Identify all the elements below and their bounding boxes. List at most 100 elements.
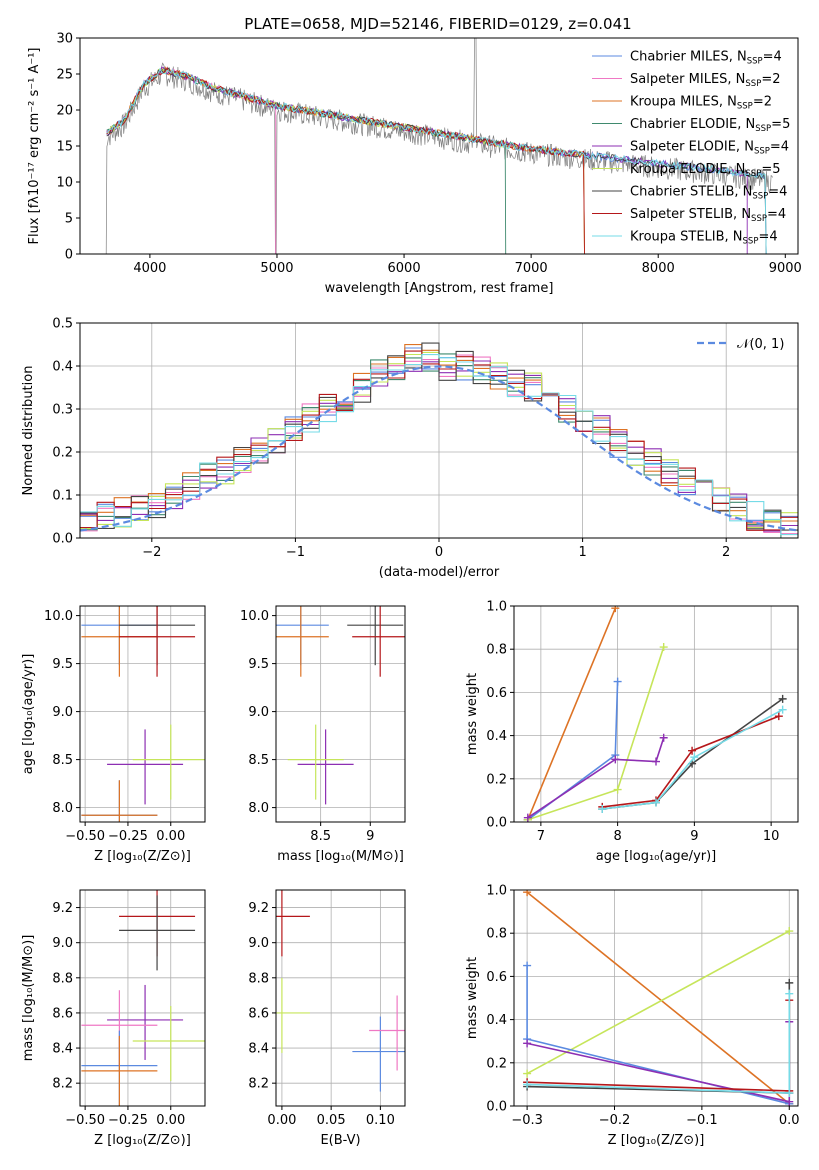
x-axis-label: mass [log₁₀(M/M⊙)] bbox=[277, 849, 404, 864]
series-line-5 bbox=[602, 715, 780, 808]
series-marker bbox=[611, 755, 620, 764]
plot-area bbox=[81, 890, 205, 1106]
histogram-8 bbox=[80, 354, 798, 536]
x-tick-label: 0.05 bbox=[317, 1113, 346, 1128]
x-tick-label: −0.1 bbox=[686, 1113, 718, 1128]
y-tick-label: 8.8 bbox=[52, 971, 73, 986]
x-axis-label: wavelength [Angstrom, rest frame] bbox=[325, 281, 554, 296]
series-marker bbox=[613, 785, 622, 794]
y-tick-label: 8.5 bbox=[52, 753, 73, 768]
x-tick-label: −0.50 bbox=[65, 1113, 105, 1128]
y-tick-label: 9.5 bbox=[52, 657, 73, 672]
panel-age_vs_mass: 8.5 9 8.0 8.5 9.0 9.5 10.0 mass [log₁₀(M/M⊙)] bbox=[240, 605, 406, 864]
y-tick-label: 0.4 bbox=[486, 729, 507, 744]
legend-label-2: Kroupa MILES, NSSP=2 bbox=[630, 95, 772, 112]
series-line-4 bbox=[527, 1000, 791, 1092]
y-tick-label: 0.1 bbox=[52, 489, 73, 504]
y-tick-label: 20 bbox=[56, 104, 73, 119]
series-marker bbox=[778, 705, 787, 714]
axes-frame bbox=[275, 889, 406, 1107]
axes-frame bbox=[79, 37, 799, 255]
panel-mw_vs_Z: −0.3 −0.2 −0.1 0.0 0.0 0.2 0.4 0.6 0.8 1.0 Z [log₁… bbox=[465, 884, 800, 1149]
series-marker bbox=[652, 757, 660, 766]
y-tick-label: 9.0 bbox=[248, 936, 269, 951]
model-spectrum-7 bbox=[106, 66, 585, 254]
normal-curve bbox=[80, 365, 798, 532]
series-line-0 bbox=[527, 607, 617, 821]
x-tick-label: 2 bbox=[722, 545, 730, 560]
y-tick-label: 8.0 bbox=[52, 801, 73, 816]
y-tick-label: 0.2 bbox=[52, 446, 73, 461]
y-tick-label: 25 bbox=[56, 68, 73, 83]
y-tick-label: 8.6 bbox=[248, 1006, 269, 1021]
x-axis-label: age [log₁₀(age/yr)] bbox=[596, 849, 717, 864]
y-tick-label: 9.0 bbox=[52, 705, 73, 720]
x-tick-label: 0 bbox=[435, 545, 443, 560]
y-tick-label: 8.2 bbox=[52, 1077, 73, 1092]
axes-frame bbox=[79, 322, 799, 539]
y-axis-label: mass weight bbox=[465, 673, 480, 755]
series-marker bbox=[785, 927, 794, 936]
series-marker bbox=[690, 753, 699, 762]
panel-mw_vs_age: 7 8 9 10 0.0 0.2 0.4 0.6 0.8 1.0 age [log₁₀(age/yr… bbox=[465, 600, 799, 864]
series-line-2 bbox=[527, 646, 665, 821]
x-tick-label: 9 bbox=[690, 829, 698, 844]
x-tick-label: 0.00 bbox=[156, 1113, 185, 1128]
y-tick-label: 0.5 bbox=[52, 317, 73, 332]
model-spectrum-5 bbox=[106, 67, 585, 254]
x-axis-label: E(B-V) bbox=[320, 1133, 360, 1148]
x-tick-label: −2 bbox=[142, 545, 161, 560]
panel-mass_vs_Z: −0.50 −0.25 0.00 8.2 8.4 8.6 8.8 9.0 9.2 Z [log₁₀… bbox=[21, 889, 206, 1148]
figure-title: PLATE=0658, MJD=52146, FIBERID=0129, z=0… bbox=[244, 15, 631, 33]
series-marker bbox=[778, 694, 787, 703]
y-tick-label: 10.0 bbox=[240, 609, 269, 624]
series-line-5 bbox=[527, 982, 791, 1094]
series-marker bbox=[785, 989, 794, 998]
plot-area bbox=[105, 38, 773, 254]
series-marker bbox=[774, 712, 783, 721]
series-marker bbox=[652, 798, 660, 807]
y-tick-label: 0.6 bbox=[486, 686, 507, 701]
plot-area bbox=[523, 890, 794, 1106]
y-tick-label: 0.8 bbox=[486, 643, 507, 658]
y-tick-label: 0.0 bbox=[52, 532, 73, 547]
x-tick-label: 7000 bbox=[515, 261, 548, 276]
x-tick-label: 5000 bbox=[260, 261, 293, 276]
y-tick-label: 1.0 bbox=[486, 600, 507, 615]
y-tick-label: 9.0 bbox=[52, 936, 73, 951]
series-line-6 bbox=[527, 993, 791, 1094]
x-tick-label: −0.50 bbox=[65, 829, 105, 844]
series-marker bbox=[688, 746, 697, 755]
legend-label-6: Chabrier STELIB, NSSP=4 bbox=[630, 185, 787, 202]
legend-normal-label: 𝒩(0, 1) bbox=[737, 337, 784, 352]
series-marker bbox=[785, 1097, 794, 1106]
x-tick-label: 6000 bbox=[388, 261, 421, 276]
y-tick-label: 10.0 bbox=[44, 609, 73, 624]
x-tick-label: 8 bbox=[613, 829, 621, 844]
x-tick-label: 0.00 bbox=[156, 829, 185, 844]
x-tick-label: 8000 bbox=[642, 261, 675, 276]
series-line-0 bbox=[526, 891, 790, 1105]
y-tick-label: 8.5 bbox=[248, 753, 269, 768]
x-tick-label: −0.25 bbox=[108, 829, 148, 844]
y-tick-label: 10 bbox=[56, 176, 73, 191]
y-axis-label: age [log₁₀(age/yr)] bbox=[21, 654, 36, 775]
y-tick-label: 9.2 bbox=[52, 901, 73, 916]
x-tick-label: −0.25 bbox=[108, 1113, 148, 1128]
y-tick-label: 8.6 bbox=[52, 1006, 73, 1021]
series-marker bbox=[785, 1089, 794, 1098]
y-tick-label: 0.0 bbox=[486, 1100, 507, 1115]
y-axis-label: mass [log₁₀(M/M⊙)] bbox=[21, 935, 36, 1062]
y-tick-label: 0.4 bbox=[52, 360, 73, 375]
axes-frame bbox=[79, 889, 206, 1107]
y-tick-label: 0.0 bbox=[486, 816, 507, 831]
x-tick-label: −0.2 bbox=[599, 1113, 631, 1128]
series-marker bbox=[785, 978, 794, 987]
y-axis-label: Flux [fλ10⁻¹⁷ erg cm⁻² s⁻¹ A⁻¹] bbox=[27, 48, 42, 245]
y-tick-label: 9.2 bbox=[248, 901, 269, 916]
legend-label-0: Chabrier MILES, NSSP=4 bbox=[630, 50, 782, 67]
x-tick-label: 10 bbox=[763, 829, 780, 844]
legend-label-4: Salpeter ELODIE, NSSP=4 bbox=[630, 140, 789, 157]
x-tick-label: 4000 bbox=[133, 261, 166, 276]
